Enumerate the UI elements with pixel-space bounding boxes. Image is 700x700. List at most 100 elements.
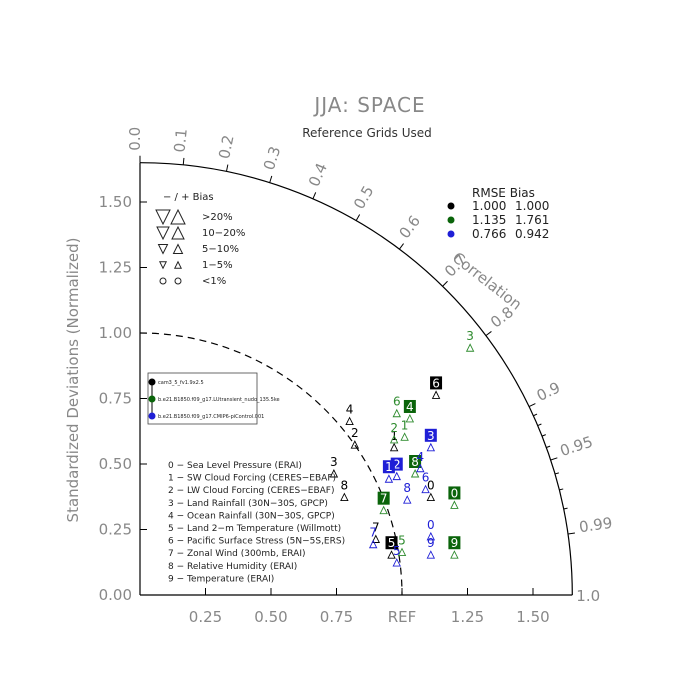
bias-marker [405, 413, 415, 423]
x-tick-label: 1.0 [576, 587, 600, 605]
bias-marker [384, 474, 394, 483]
correlation-tick-label: 0.2 [215, 133, 237, 160]
data-point-label: 5 [388, 536, 396, 550]
case-legend-box [147, 372, 258, 425]
bias-marker [431, 390, 441, 399]
bias-value: 1.000 [515, 199, 549, 213]
bias-up-triangle [170, 208, 186, 225]
y-tick-label: 0.25 [99, 521, 132, 539]
data-point-label: 0 [451, 486, 459, 500]
bias-marker [387, 550, 396, 559]
correlation-tick [182, 157, 185, 165]
x-tick-label: 0.75 [320, 608, 353, 626]
data-point-box [377, 491, 390, 505]
bias-marker [426, 550, 436, 559]
bias-up-triangle [171, 225, 185, 240]
correlation-minor-tick [554, 472, 559, 475]
correlation-tick [485, 331, 492, 337]
correlation-minor-tick [559, 488, 564, 491]
bias-marker [379, 505, 388, 515]
bias-marker [368, 539, 378, 549]
bias-marker [426, 531, 436, 541]
bias-circle [174, 277, 182, 285]
data-point-label: 8 [341, 479, 349, 493]
data-point-label: 2 [390, 421, 398, 435]
data-point-label: 3 [330, 455, 338, 469]
data-point-label: 7 [380, 492, 388, 506]
correlation-minor-tick [537, 423, 542, 427]
correlation-tick [225, 164, 229, 172]
correlation-tick [442, 280, 448, 287]
reference-arc [139, 332, 403, 596]
y-tick-label: 0.50 [99, 455, 132, 473]
bias-up-triangle [172, 243, 184, 254]
bias-marker [397, 547, 407, 557]
bias-down-triangle [157, 244, 169, 255]
x-tick-label: 1.50 [516, 608, 549, 626]
bias-marker [400, 432, 409, 441]
bias-marker [345, 416, 354, 426]
bias-marker [465, 343, 475, 352]
case-dot [148, 378, 156, 386]
variable-legend-item: 4 − Ocean Rainfall (30N−30S, GPCP) [168, 511, 335, 521]
bias-marker [389, 434, 399, 444]
data-point-label: 1 [385, 460, 393, 474]
bias-marker [389, 442, 399, 452]
correlation-tick [312, 192, 317, 199]
bias-legend-label: 10−20% [202, 228, 245, 239]
x-tick-label: 1.25 [451, 608, 484, 626]
correlation-tick-label: 0.6 [395, 212, 424, 242]
variable-legend-item: 7 − Zonal Wind (300mb, ERAI) [168, 549, 306, 559]
case-name: b.e21.B1850.f09_g17.LUtransient_nudo_135… [158, 397, 280, 403]
correlation-tick-label: 0.95 [558, 433, 595, 461]
case-name: cam3_5_fv1.9x2.5 [158, 380, 204, 386]
correlation-tick-label: 0.9 [534, 378, 563, 405]
data-point-box [385, 536, 398, 550]
rmse-value: 1.000 [472, 199, 506, 213]
data-point-box [448, 536, 461, 550]
bias-legend-label: 5−10% [202, 244, 239, 255]
y-tick-label: 0.00 [99, 586, 132, 604]
data-point-box [409, 455, 422, 468]
bias-marker [392, 558, 401, 567]
data-point-label: 6 [393, 395, 401, 409]
correlation-tick [269, 175, 273, 183]
variable-legend-item: 8 − Relative Humidity (ERAI) [168, 562, 297, 572]
bias-marker [426, 442, 436, 452]
outer-arc [139, 162, 573, 596]
bias-down-triangle [156, 226, 170, 241]
correlation-tick-label: 0.1 [171, 128, 191, 154]
rmse-table-header: RMSE Bias [472, 186, 535, 200]
variable-legend-item: 2 − LW Cloud Forcing (CERES−EBAF) [168, 486, 334, 496]
variable-legend-item: 5 − Land 2−m Temperature (Willmott) [168, 524, 341, 534]
variable-legend-item: 6 − Pacific Surface Stress (5N−5S,ERS) [168, 537, 345, 547]
data-point-label: 4 [346, 403, 354, 417]
data-point-label: 7 [369, 526, 377, 540]
data-point-label: 2 [351, 426, 359, 440]
bias-legend-label: 1−5% [202, 260, 233, 271]
data-point-label: 2 [393, 458, 401, 472]
data-point-label: 5 [393, 544, 401, 558]
case-legend: cam3_5_fv1.9x2.5 b.e21.B1850.f09_g17.LUtr… [147, 372, 280, 425]
bias-legend-label: <1% [202, 276, 226, 287]
data-point-box [382, 460, 395, 474]
y-tick-label: 1.50 [99, 193, 132, 211]
data-point-label: 6 [432, 376, 440, 390]
bias-marker [421, 484, 430, 494]
bias-value: 1.761 [515, 213, 549, 227]
bias-marker [350, 440, 360, 449]
bias-marker [340, 492, 349, 502]
data-point-box [424, 428, 437, 442]
correlation-minor-tick [546, 445, 551, 448]
variable-legend-item: 0 − Sea Level Pressure (ERAI) [168, 461, 302, 471]
y-axis-label: Standardized Deviations (Normalized) [64, 238, 82, 523]
bias-legend: − / + Bias >20% 10−20% 5−10% 1−5% <1% [155, 192, 245, 287]
x-tick-label: REF [388, 608, 417, 626]
correlation-tick [355, 214, 361, 221]
y-tick-label: 0.75 [99, 390, 132, 408]
bias-down-triangle [158, 261, 168, 270]
rmse-series-dot [447, 216, 455, 224]
rmse-value: 0.766 [472, 227, 506, 241]
